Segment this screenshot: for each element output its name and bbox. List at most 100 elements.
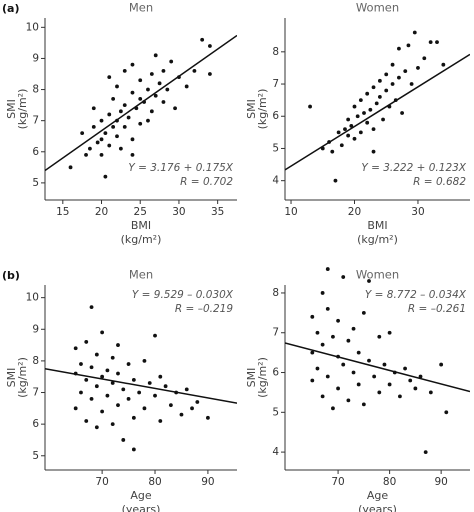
- point: [377, 95, 382, 99]
- point: [126, 115, 131, 120]
- point: [79, 390, 83, 395]
- y-tick-label: 4: [272, 175, 279, 187]
- x-axis-label: BMI: [367, 219, 387, 232]
- y-tick-label: 7: [272, 78, 279, 90]
- point: [365, 91, 370, 96]
- point: [84, 340, 89, 344]
- point: [406, 43, 411, 48]
- point: [115, 84, 119, 89]
- point: [80, 131, 85, 136]
- point: [105, 368, 110, 373]
- point: [118, 146, 123, 151]
- panel-label: (b): [2, 269, 20, 282]
- y-tick-label: 5: [32, 177, 39, 189]
- point: [192, 68, 197, 73]
- point: [336, 386, 340, 391]
- point: [147, 381, 152, 385]
- fit-equation: Y = 3.176 + 0.175X: [128, 162, 233, 174]
- point: [358, 98, 363, 103]
- point: [195, 400, 200, 404]
- point: [161, 68, 166, 73]
- point: [361, 310, 366, 315]
- point: [397, 46, 401, 51]
- x-tick-label: 20: [348, 206, 361, 218]
- point: [73, 346, 78, 351]
- point: [142, 406, 147, 411]
- y-tick-label: 5: [272, 406, 279, 418]
- y-tick-label: 8: [32, 355, 39, 367]
- fit-line: [45, 34, 237, 172]
- y-tick-label: 8: [272, 287, 279, 299]
- point: [341, 362, 346, 367]
- y-axis-label: SMI: [245, 99, 258, 119]
- point: [89, 365, 94, 370]
- x-tick-label: 30: [172, 206, 185, 218]
- point: [116, 371, 120, 376]
- point: [89, 305, 94, 310]
- point: [110, 422, 115, 427]
- point: [336, 318, 340, 323]
- point: [320, 342, 325, 347]
- point: [346, 398, 351, 403]
- point: [89, 396, 94, 401]
- fit-line: [285, 53, 470, 171]
- point: [103, 174, 108, 179]
- point: [146, 87, 150, 92]
- x-tick-label: 70: [331, 476, 344, 488]
- point: [122, 68, 127, 73]
- point: [349, 124, 354, 128]
- y-tick-label: 6: [272, 110, 279, 122]
- point: [315, 330, 320, 335]
- point: [435, 40, 439, 45]
- point: [343, 127, 347, 132]
- point: [352, 136, 357, 141]
- point: [149, 109, 154, 114]
- panel-label: (a): [2, 2, 19, 15]
- y-tick-label: 7: [272, 327, 279, 339]
- point: [121, 387, 126, 392]
- fit-equation: Y = 3.222 + 0.123X: [361, 162, 466, 174]
- point: [95, 140, 100, 145]
- chart-title: Women: [356, 1, 399, 15]
- point: [400, 111, 404, 115]
- point: [310, 314, 315, 319]
- point: [111, 96, 116, 101]
- fit-equation: Y = 8.772 – 0.034X: [365, 289, 467, 301]
- point: [333, 178, 338, 183]
- point: [107, 75, 112, 80]
- point: [416, 66, 420, 70]
- y-axis-label: (kg/m²): [256, 357, 269, 398]
- x-axis-label: (years): [122, 503, 161, 512]
- point: [412, 30, 417, 35]
- point: [336, 130, 341, 135]
- x-tick-label: 30: [411, 206, 424, 218]
- point: [422, 56, 427, 61]
- x-tick-label: 80: [383, 476, 396, 488]
- point: [208, 44, 212, 48]
- y-axis-label: SMI: [5, 368, 18, 388]
- point: [94, 384, 99, 389]
- point: [111, 124, 116, 129]
- point: [149, 72, 154, 76]
- point: [173, 106, 177, 111]
- point: [153, 333, 157, 338]
- point: [100, 409, 105, 414]
- point: [88, 146, 92, 151]
- point: [107, 143, 112, 148]
- point: [377, 78, 382, 83]
- y-tick-label: 10: [26, 292, 39, 304]
- point: [320, 394, 325, 399]
- point: [131, 415, 136, 420]
- point: [153, 393, 157, 398]
- x-axis-label: Age: [367, 489, 389, 502]
- point: [320, 291, 325, 295]
- point: [121, 438, 126, 442]
- point: [361, 402, 366, 407]
- fit-equation: Y = 9.529 – 0.030X: [132, 289, 234, 301]
- x-tick-label: 70: [95, 476, 108, 488]
- point: [352, 104, 357, 109]
- point: [403, 69, 408, 74]
- x-tick-label: 15: [56, 206, 69, 218]
- point: [413, 386, 418, 391]
